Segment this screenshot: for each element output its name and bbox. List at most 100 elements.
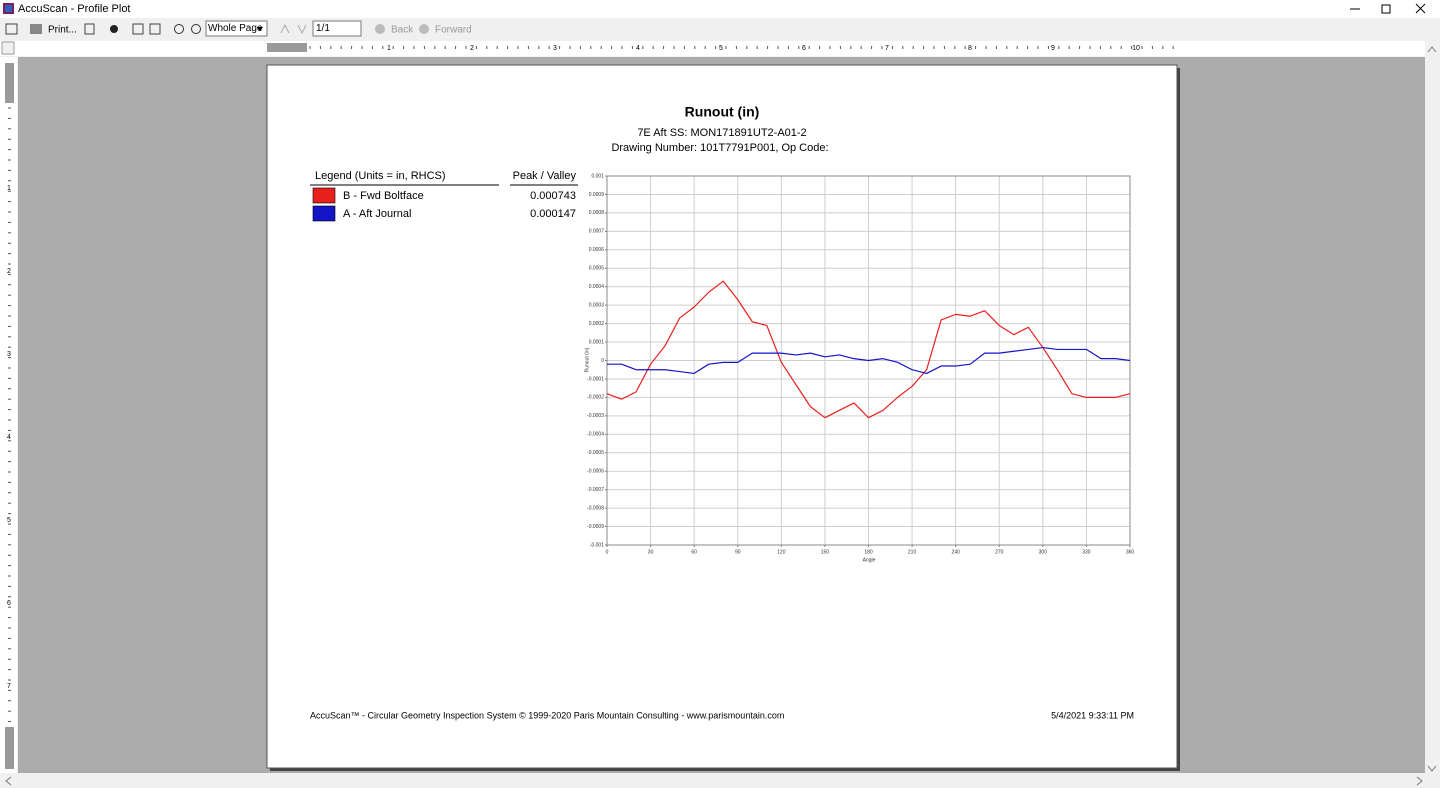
y-tick-label: 0: [601, 358, 604, 364]
legend-swatch: [312, 205, 336, 222]
x-tick-label: 210: [908, 549, 917, 555]
x-tick-label: 30: [648, 549, 654, 555]
legend-value: 0.000147: [530, 208, 576, 220]
ruler-label: 2: [470, 45, 474, 52]
app-icon-inner: [5, 5, 12, 12]
toolbar-icon[interactable]: [5, 23, 18, 35]
zoom-select[interactable]: [205, 20, 268, 37]
zoom-out-icon[interactable]: [174, 24, 184, 34]
find-icon[interactable]: [110, 25, 118, 33]
chart-subtitle: Drawing Number: 101T7791P001, Op Code:: [611, 142, 828, 154]
back-button[interactable]: Back: [391, 25, 414, 36]
y-tick-label: 0.0006: [589, 247, 605, 253]
legend-title: Legend (Units = in, RHCS): [315, 170, 446, 182]
y-tick-label: 0.0001: [589, 339, 605, 345]
ruler-label: 1: [7, 185, 11, 192]
print-icon[interactable]: [30, 24, 42, 34]
ruler-label: 4: [7, 434, 11, 441]
print-button[interactable]: Print...: [48, 25, 77, 36]
legend-value-header: Peak / Valley: [513, 170, 577, 182]
legend-label: B - Fwd Boltface: [343, 190, 424, 202]
page-value: 1/1: [316, 23, 330, 34]
horizontal-scrollbar[interactable]: [0, 773, 1440, 788]
series-line: [607, 346, 1131, 375]
ruler-margin: [267, 43, 307, 52]
close-button[interactable]: [1415, 3, 1426, 14]
y-tick-label: 0.0007: [589, 229, 605, 235]
ruler-label: 7: [7, 683, 11, 690]
back-icon[interactable]: [375, 24, 385, 34]
ruler-label: 2: [7, 268, 11, 275]
y-tick-label: 0.0003: [589, 302, 605, 308]
page: [266, 64, 1178, 769]
y-tick-label: 0.0004: [589, 284, 605, 290]
y-tick-label: -0.0004: [587, 432, 604, 438]
zoom-value: Whole Page: [208, 23, 263, 34]
page-input[interactable]: [312, 20, 362, 37]
scroll-left[interactable]: [5, 776, 12, 786]
y-tick-label: 0.001: [591, 173, 604, 179]
x-tick-label: 0: [606, 549, 609, 555]
x-tick-label: 150: [821, 549, 830, 555]
copy-icon[interactable]: [84, 23, 95, 35]
prev-page-icon[interactable]: [280, 23, 290, 34]
ruler-label: 9: [1051, 45, 1055, 52]
y-tick-label: -0.0007: [587, 487, 604, 493]
x-tick-label: 120: [777, 549, 786, 555]
x-tick-label: 90: [735, 549, 741, 555]
ruler-label: 4: [636, 45, 640, 52]
horizontal-ruler: [0, 41, 1440, 56]
ruler-label: 8: [968, 45, 972, 52]
legend-swatch: [312, 187, 336, 204]
y-tick-label: -0.0008: [587, 505, 604, 511]
restore-button[interactable]: [1381, 4, 1391, 14]
ruler-label: 1: [387, 45, 391, 52]
footer-right: 5/4/2021 9:33:11 PM: [1051, 710, 1134, 720]
one-page-icon[interactable]: [132, 23, 144, 35]
ruler-label: 10: [1132, 45, 1140, 52]
ruler-margin: [5, 63, 14, 103]
ruler-margin: [5, 727, 14, 769]
chart-title: Runout (in): [685, 104, 760, 120]
scroll-down[interactable]: [1427, 765, 1437, 772]
chart: 0.001 0.0009 0.0008 0.0007 0.0006 0.0005 0.000…: [312, 173, 1135, 555]
y-tick-label: -0.0009: [587, 524, 604, 530]
forward-icon[interactable]: [419, 24, 429, 34]
x-tick-label: 360: [1126, 549, 1135, 555]
y-tick-label: -0.0002: [587, 395, 604, 401]
ruler-label: 6: [802, 45, 806, 52]
y-tick-label: -0.0003: [587, 413, 604, 419]
y-tick-label: 0.0008: [589, 210, 605, 216]
next-page-icon[interactable]: [297, 24, 307, 35]
y-tick-label: -0.001: [590, 542, 604, 548]
y-tick-label: -0.0005: [587, 450, 604, 456]
legend-value: 0.000743: [530, 190, 576, 202]
ruler-label: 5: [719, 45, 723, 52]
scroll-up[interactable]: [1427, 46, 1437, 53]
y-tick-label: 0.0002: [589, 321, 605, 327]
two-page-icon[interactable]: [149, 23, 161, 35]
scroll-right[interactable]: [1416, 776, 1423, 786]
ruler-labels: 1 2 3 4 5 6 7 8 9 10 1 2 3 4 5 6 7: [7, 45, 1174, 723]
x-tick-label: 330: [1082, 549, 1091, 555]
forward-button[interactable]: Forward: [435, 25, 472, 36]
ruler-label: 7: [885, 45, 889, 52]
ruler-corner: [1, 41, 15, 55]
legend-label: A - Aft Journal: [343, 208, 411, 220]
dropdown-arrow: [257, 27, 263, 31]
x-tick-label: 180: [864, 549, 873, 555]
x-tick-label: 300: [1039, 549, 1048, 555]
vertical-scrollbar[interactable]: [1425, 41, 1440, 773]
ruler-label: 3: [7, 351, 11, 358]
ruler-label: 5: [7, 517, 11, 524]
footer-left: AccuScan™ - Circular Geometry Inspection…: [310, 710, 784, 720]
y-tick-label: -0.0006: [587, 469, 604, 475]
title-bar: [0, 0, 1440, 18]
ruler-label: 6: [7, 600, 11, 607]
ruler-label: 3: [553, 45, 557, 52]
chart-subtitle: 7E Aft SS: MON171891UT2-A01-2: [637, 127, 806, 139]
y-tick-label: -0.0001: [587, 376, 604, 382]
zoom-in-icon[interactable]: [191, 24, 201, 34]
y-tick-label: 0.0005: [589, 266, 605, 272]
